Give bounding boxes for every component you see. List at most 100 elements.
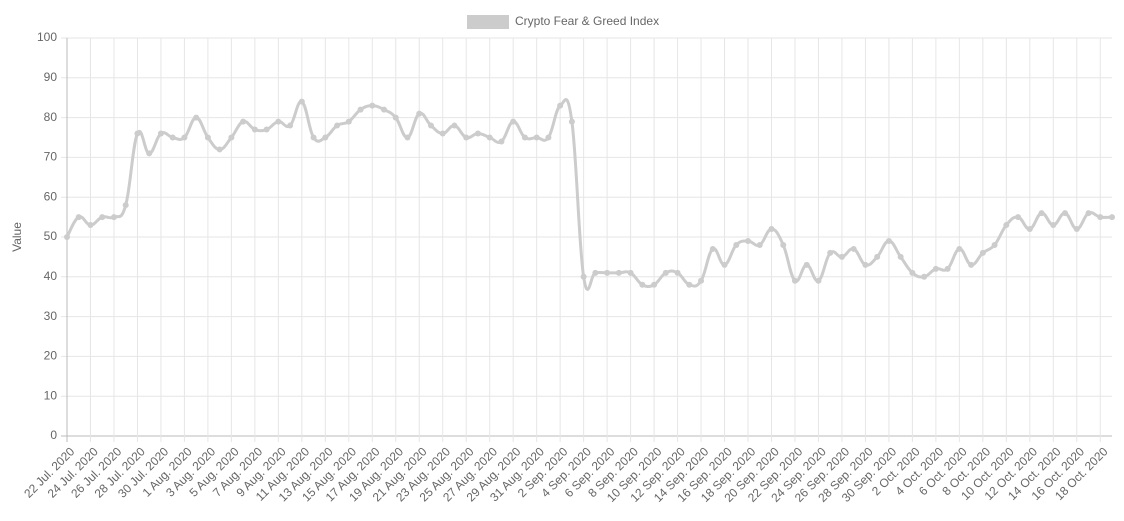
data-point <box>1026 226 1033 233</box>
data-point <box>392 114 399 121</box>
data-point <box>815 277 822 284</box>
data-point <box>604 269 611 276</box>
series-line <box>65 98 1113 291</box>
data-point <box>721 261 728 268</box>
data-point <box>533 134 540 141</box>
data-point <box>1038 210 1045 217</box>
data-point <box>75 214 82 221</box>
data-point <box>756 241 763 248</box>
data-point <box>381 106 388 113</box>
data-point <box>463 134 470 141</box>
data-point <box>64 234 70 240</box>
data-point <box>345 118 352 125</box>
data-point <box>557 102 564 109</box>
data-point <box>803 261 810 268</box>
data-point <box>921 273 928 280</box>
y-tick-label: 80 <box>44 110 58 124</box>
y-tick-label: 90 <box>44 70 58 84</box>
y-axis-label: Value <box>10 222 24 252</box>
data-point <box>498 138 505 145</box>
data-point <box>146 150 153 157</box>
data-point <box>674 269 681 276</box>
data-point <box>1109 214 1115 221</box>
y-tick-label: 40 <box>44 269 58 283</box>
data-point <box>1062 210 1069 217</box>
data-point <box>745 237 752 244</box>
y-tick-label: 60 <box>44 189 58 203</box>
data-point <box>134 130 141 137</box>
y-tick-label: 30 <box>44 309 58 323</box>
data-point <box>768 226 775 233</box>
data-point <box>1050 222 1057 229</box>
data-point <box>275 118 282 125</box>
data-point <box>944 265 951 272</box>
data-point <box>651 281 658 288</box>
data-point <box>662 269 669 276</box>
data-point <box>240 118 247 125</box>
data-point <box>580 273 587 280</box>
data-point <box>862 261 869 268</box>
data-point <box>310 134 317 141</box>
data-point <box>885 237 892 244</box>
data-point <box>87 222 94 229</box>
data-point <box>850 245 857 252</box>
data-point <box>169 134 176 141</box>
data-point <box>698 277 705 284</box>
data-point <box>979 249 986 256</box>
y-tick-label: 70 <box>44 150 58 164</box>
data-point <box>251 126 258 133</box>
data-point <box>451 122 458 129</box>
data-point <box>1003 222 1010 229</box>
y-tick-label: 50 <box>44 229 58 243</box>
data-point <box>897 253 904 260</box>
data-point <box>439 130 446 137</box>
data-point <box>1097 214 1104 221</box>
data-point <box>991 241 998 248</box>
data-point <box>827 249 834 256</box>
y-tick-label: 20 <box>44 349 58 363</box>
data-point <box>791 277 798 284</box>
data-point <box>157 130 164 137</box>
data-point <box>99 214 106 221</box>
data-point <box>838 253 845 260</box>
data-point <box>110 214 117 221</box>
legend-label: Crypto Fear & Greed Index <box>515 14 659 28</box>
data-point <box>780 241 787 248</box>
data-point <box>909 269 916 276</box>
data-point <box>521 134 528 141</box>
data-point <box>968 261 975 268</box>
data-point <box>709 245 716 252</box>
y-tick-label: 0 <box>50 428 57 442</box>
data-point <box>874 253 881 260</box>
data-point <box>733 241 740 248</box>
data-point <box>181 134 188 141</box>
data-point <box>204 134 211 141</box>
data-point <box>1015 214 1022 221</box>
data-point <box>932 265 939 272</box>
y-tick-label: 10 <box>44 388 58 402</box>
data-point <box>357 106 364 113</box>
data-point <box>1073 226 1080 233</box>
y-tick-label: 100 <box>37 30 57 44</box>
data-point <box>334 122 341 129</box>
data-point <box>416 110 423 117</box>
data-point <box>568 118 575 125</box>
data-point <box>263 126 270 133</box>
data-point <box>545 134 552 141</box>
data-point <box>1085 210 1092 217</box>
data-point <box>686 281 693 288</box>
data-point <box>427 122 434 129</box>
data-point <box>122 202 129 209</box>
legend-swatch <box>467 15 509 29</box>
data-point <box>639 281 646 288</box>
data-point <box>592 269 599 276</box>
data-point <box>287 122 294 129</box>
data-point <box>216 146 223 153</box>
data-point <box>404 134 411 141</box>
data-point <box>193 114 200 121</box>
data-point <box>627 269 634 276</box>
data-point <box>322 134 329 141</box>
data-point <box>298 98 305 105</box>
data-point <box>228 134 235 141</box>
